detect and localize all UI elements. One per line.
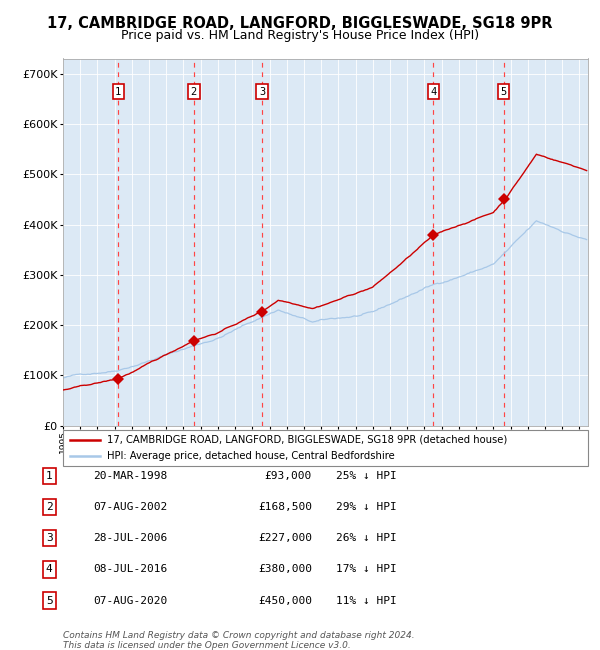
Text: 20-MAR-1998: 20-MAR-1998 [93,471,167,481]
Text: 25% ↓ HPI: 25% ↓ HPI [336,471,397,481]
Text: £380,000: £380,000 [258,564,312,575]
Text: £168,500: £168,500 [258,502,312,512]
Text: 4: 4 [46,564,53,575]
Text: 5: 5 [500,86,507,97]
Text: 07-AUG-2002: 07-AUG-2002 [93,502,167,512]
Text: 2: 2 [191,86,197,97]
Text: 3: 3 [46,533,53,543]
Text: £450,000: £450,000 [258,595,312,606]
Text: 28-JUL-2006: 28-JUL-2006 [93,533,167,543]
Text: 5: 5 [46,595,53,606]
Text: Price paid vs. HM Land Registry's House Price Index (HPI): Price paid vs. HM Land Registry's House … [121,29,479,42]
Text: 4: 4 [430,86,437,97]
Text: 1: 1 [46,471,53,481]
Text: 1: 1 [115,86,121,97]
Text: 17% ↓ HPI: 17% ↓ HPI [336,564,397,575]
Text: This data is licensed under the Open Government Licence v3.0.: This data is licensed under the Open Gov… [63,641,351,650]
Text: £227,000: £227,000 [258,533,312,543]
Text: 26% ↓ HPI: 26% ↓ HPI [336,533,397,543]
Text: 17, CAMBRIDGE ROAD, LANGFORD, BIGGLESWADE, SG18 9PR: 17, CAMBRIDGE ROAD, LANGFORD, BIGGLESWAD… [47,16,553,31]
Text: 3: 3 [259,86,265,97]
Text: 2: 2 [46,502,53,512]
Text: 17, CAMBRIDGE ROAD, LANGFORD, BIGGLESWADE, SG18 9PR (detached house): 17, CAMBRIDGE ROAD, LANGFORD, BIGGLESWAD… [107,435,508,445]
Text: 11% ↓ HPI: 11% ↓ HPI [336,595,397,606]
Text: £93,000: £93,000 [265,471,312,481]
Text: 29% ↓ HPI: 29% ↓ HPI [336,502,397,512]
Text: Contains HM Land Registry data © Crown copyright and database right 2024.: Contains HM Land Registry data © Crown c… [63,630,415,640]
Text: 07-AUG-2020: 07-AUG-2020 [93,595,167,606]
Text: 08-JUL-2016: 08-JUL-2016 [93,564,167,575]
Text: HPI: Average price, detached house, Central Bedfordshire: HPI: Average price, detached house, Cent… [107,451,395,462]
